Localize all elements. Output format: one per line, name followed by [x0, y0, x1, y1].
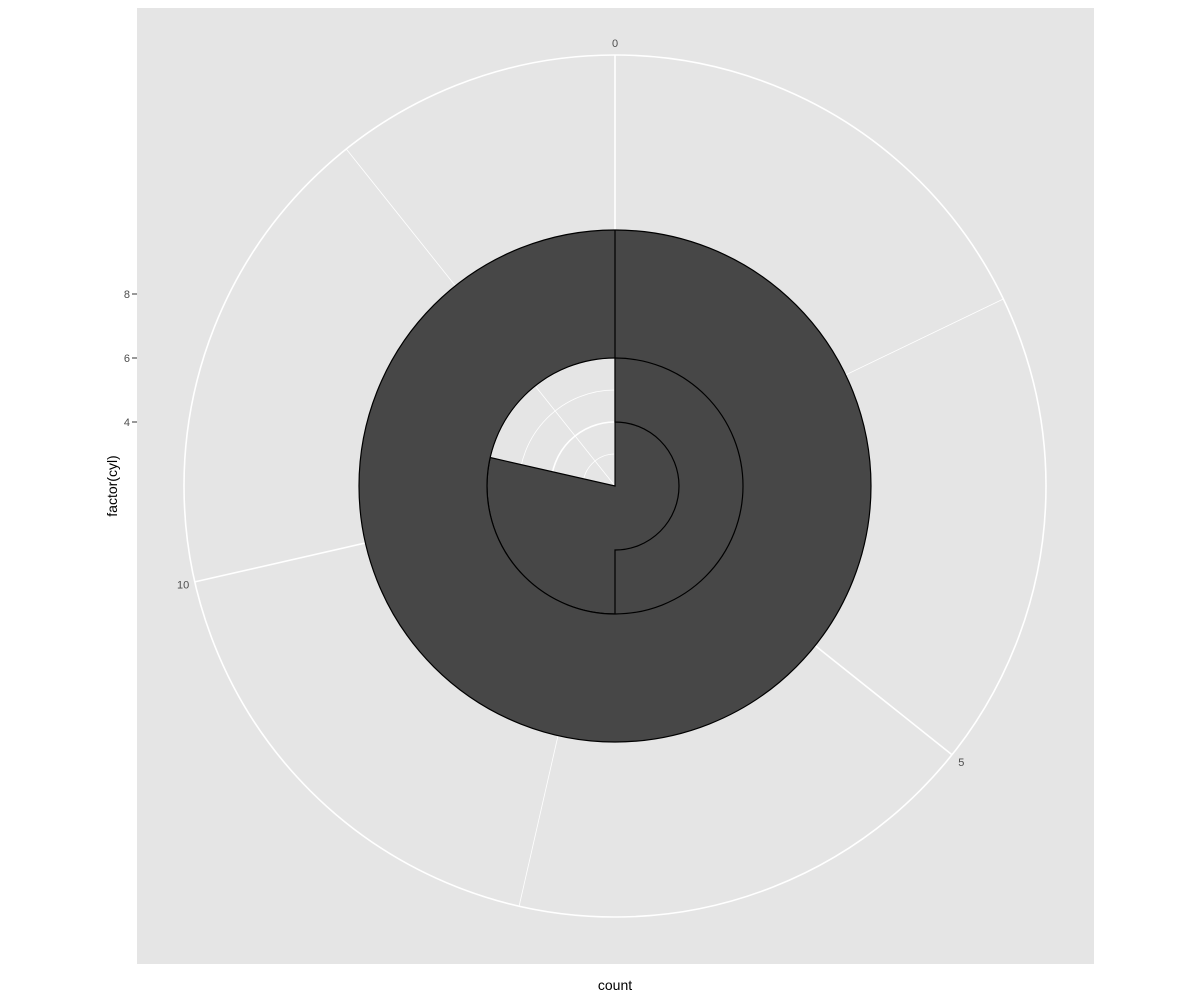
theta-tick-label-0: 0 [612, 38, 618, 50]
radius-tick-label-6: 6 [124, 353, 130, 365]
bars [358, 229, 872, 743]
radius-tick-label-4: 4 [124, 417, 130, 429]
radius-axis: 4 6 8 [124, 289, 137, 429]
theta-tick-label-10: 10 [177, 580, 189, 592]
x-axis-title: count [598, 977, 632, 993]
y-axis-title: factor(cyl) [104, 455, 120, 516]
theta-tick-label-5: 5 [958, 757, 964, 769]
bar-cyl-8 [358, 229, 872, 743]
radius-tick-label-8: 8 [124, 289, 130, 301]
theta-tick-labels: 0 5 10 [177, 38, 964, 769]
